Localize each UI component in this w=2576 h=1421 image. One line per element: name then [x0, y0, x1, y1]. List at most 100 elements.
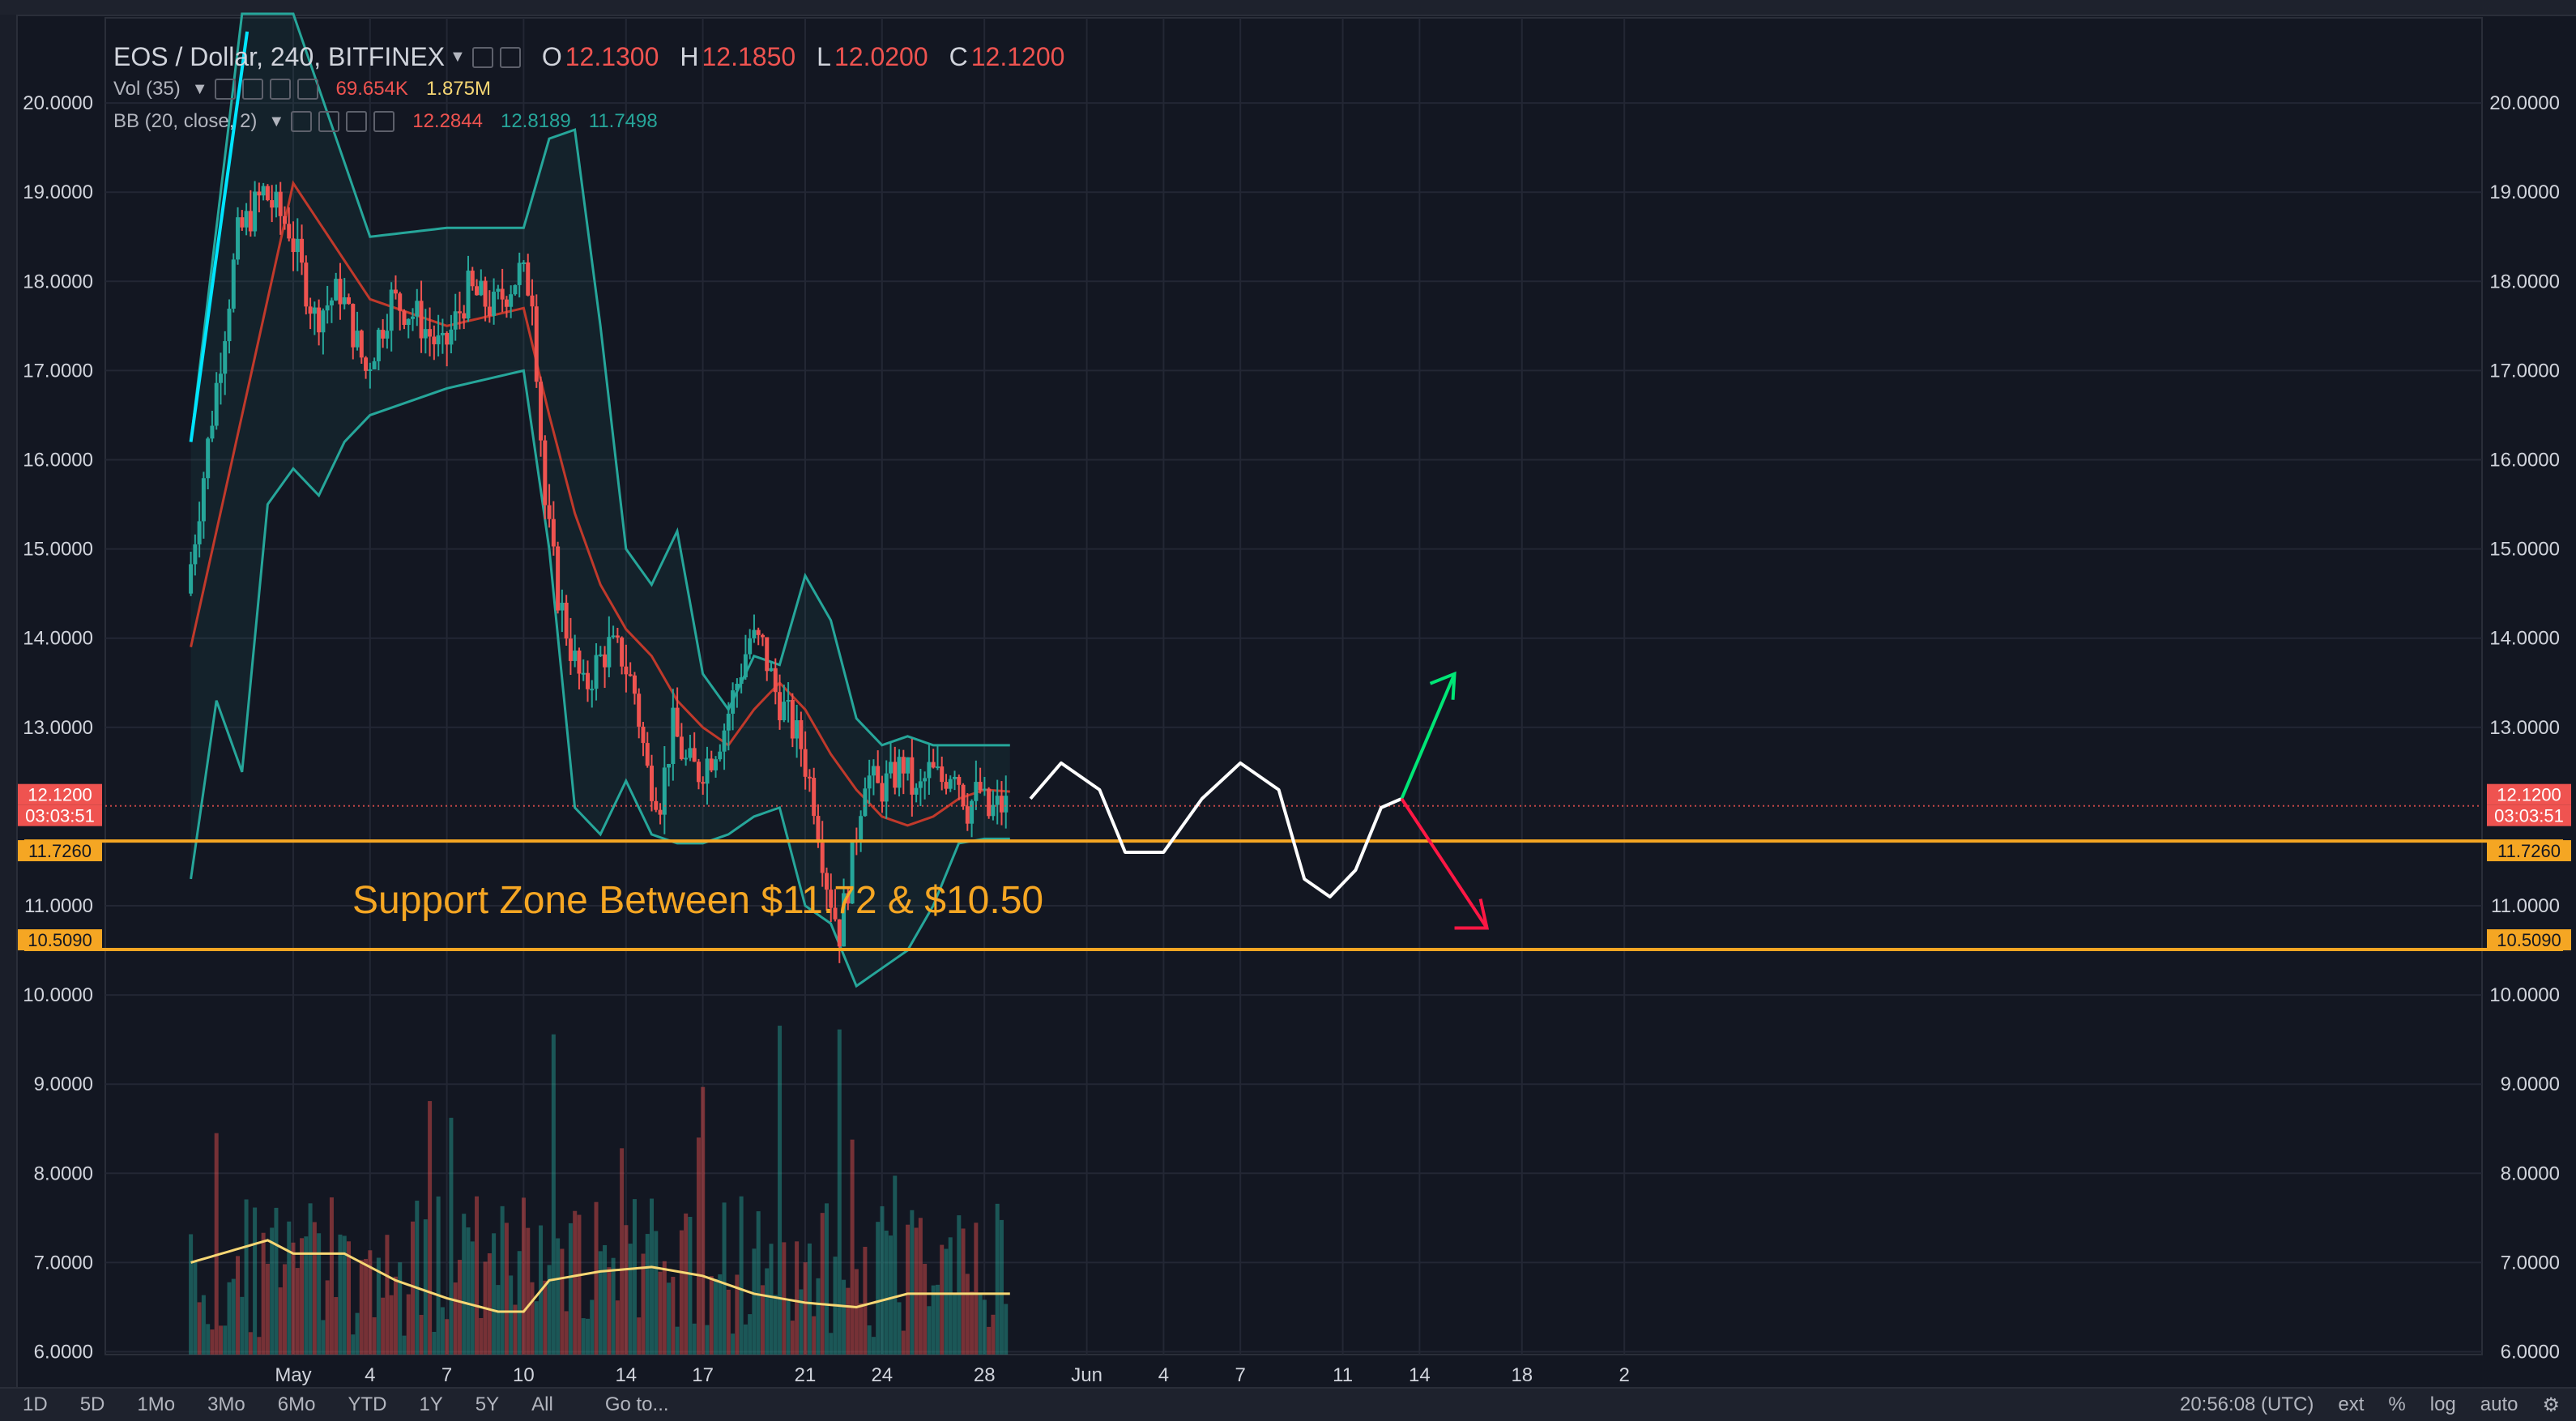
candle-body — [560, 602, 565, 611]
lower-support-badge: 10.5090 — [28, 930, 92, 950]
volume-bar — [987, 1326, 992, 1355]
timeframe-1y[interactable]: 1Y — [419, 1393, 443, 1415]
eye-icon[interactable] — [291, 111, 313, 132]
candle-body — [731, 690, 736, 714]
timeframe-5y[interactable]: 5Y — [475, 1393, 500, 1415]
candle-body — [419, 301, 424, 339]
candle-body — [415, 301, 420, 317]
settings-icon[interactable] — [499, 46, 521, 68]
price-chart[interactable]: 20.0000 20.0000 19.0000 19.0000 18.0000 18.00… — [0, 0, 2576, 1387]
plus-icon[interactable] — [269, 79, 291, 100]
eye-icon[interactable] — [214, 79, 236, 100]
volume-bar — [543, 1280, 548, 1355]
volume-bar — [760, 1285, 765, 1355]
chevron-down-icon[interactable]: ▼ — [191, 79, 208, 98]
candle-body — [321, 310, 326, 333]
chevron-down-icon[interactable]: ▼ — [450, 48, 466, 66]
timeframe-3mo[interactable]: 3Mo — [207, 1393, 245, 1415]
candle-body — [910, 757, 915, 795]
volume-bar — [385, 1235, 390, 1355]
volume-bar — [641, 1253, 646, 1355]
candle-body — [987, 788, 992, 817]
volume-bar — [923, 1264, 928, 1355]
volume-indicator-label[interactable]: Vol (35) — [113, 78, 181, 100]
volume-bar — [893, 1176, 898, 1355]
volume-bar — [854, 1269, 859, 1355]
volume-bar — [837, 1029, 842, 1355]
volume-bar — [389, 1295, 394, 1355]
volume-bar — [876, 1222, 881, 1355]
volume-bar — [329, 1197, 334, 1355]
volume-bar — [197, 1302, 202, 1355]
toggle-log[interactable]: log — [2429, 1393, 2456, 1415]
x-tick-label: 4 — [1158, 1364, 1169, 1386]
chevron-down-icon[interactable]: ▼ — [268, 112, 285, 130]
timeframe-5d[interactable]: 5D — [79, 1393, 105, 1415]
timeframe-ytd[interactable]: YTD — [348, 1393, 387, 1415]
candle-body — [214, 382, 219, 426]
utc-clock: 20:56:08 (UTC) — [2179, 1393, 2314, 1415]
toggle-ext[interactable]: ext — [2338, 1393, 2365, 1415]
y-tick-label-right: 19.0000 — [2489, 181, 2560, 203]
candle-body — [637, 693, 642, 727]
settings-icon[interactable] — [241, 79, 263, 100]
bb-indicator-label[interactable]: BB (20, close, 2) — [113, 110, 258, 132]
candle-body — [833, 907, 838, 920]
volume-bar — [312, 1222, 317, 1355]
bearish-arrow — [1400, 797, 1489, 929]
close-icon[interactable] — [373, 111, 395, 132]
timeframe-6mo[interactable]: 6Mo — [277, 1393, 316, 1415]
volume-bar — [227, 1282, 232, 1355]
gear-icon[interactable]: ⚙ — [2542, 1393, 2560, 1416]
symbol-title[interactable]: EOS / Dollar, 240, BITFINEX — [113, 42, 446, 71]
timeframe-1d[interactable]: 1D — [23, 1393, 48, 1415]
upper-support-badge: 11.7260 — [28, 841, 92, 861]
volume-bar — [970, 1291, 975, 1355]
candle-body — [863, 788, 868, 817]
candle-body — [359, 331, 364, 358]
symbol-legend[interactable]: EOS / Dollar, 240, BITFINEX ▼ O 12.1300 H… — [113, 42, 1064, 72]
volume-bar — [347, 1241, 352, 1355]
x-tick-label: Jun — [1071, 1364, 1102, 1386]
volume-bar — [918, 1218, 923, 1355]
close-icon[interactable] — [296, 79, 318, 100]
toggle-percent[interactable]: % — [2388, 1393, 2406, 1415]
support-zone-annotation: Support Zone Between $11.72 & $10.50 — [352, 879, 1043, 922]
candle-body — [231, 259, 236, 309]
candle-body — [931, 762, 936, 768]
candle-body — [611, 635, 616, 638]
goto-button[interactable]: Go to... — [604, 1393, 669, 1415]
eye-icon[interactable] — [471, 46, 493, 68]
plus-icon[interactable] — [346, 111, 368, 132]
candle-body — [197, 521, 202, 544]
y-tick-label-left: 15.0000 — [23, 539, 93, 561]
toggle-auto[interactable]: auto — [2480, 1393, 2518, 1415]
candle-body — [935, 766, 940, 769]
volume-bar — [884, 1231, 889, 1355]
volume-legend[interactable]: Vol (35) ▼ 69.654K 1.875M — [113, 78, 491, 100]
bb-legend[interactable]: BB (20, close, 2) ▼ 12.2844 12.8189 11.7… — [113, 110, 658, 133]
volume-bar — [274, 1207, 279, 1355]
candle-body — [871, 766, 876, 776]
candle-body — [355, 331, 360, 348]
candle-body — [999, 796, 1004, 813]
candle-body — [368, 369, 373, 371]
candle-body — [824, 873, 829, 890]
timeframe-1mo[interactable]: 1Mo — [137, 1393, 176, 1415]
candle-body — [701, 782, 706, 784]
candle-body — [475, 286, 480, 296]
candle-body — [342, 297, 347, 305]
upper-support-badge-bg — [2487, 840, 2571, 862]
timeframe-all[interactable]: All — [531, 1393, 553, 1415]
volume-bar — [287, 1221, 292, 1355]
volume-bar — [829, 1333, 834, 1355]
volume-bar — [978, 1292, 983, 1355]
volume-bar — [295, 1268, 300, 1355]
candle-body — [325, 305, 330, 311]
candle-body — [432, 336, 437, 344]
volume-bar — [556, 1238, 561, 1355]
volume-bar — [906, 1224, 911, 1355]
ohlc-open-label: O — [541, 42, 562, 71]
settings-icon[interactable] — [318, 111, 340, 132]
last-price-badge-bg — [18, 783, 102, 805]
